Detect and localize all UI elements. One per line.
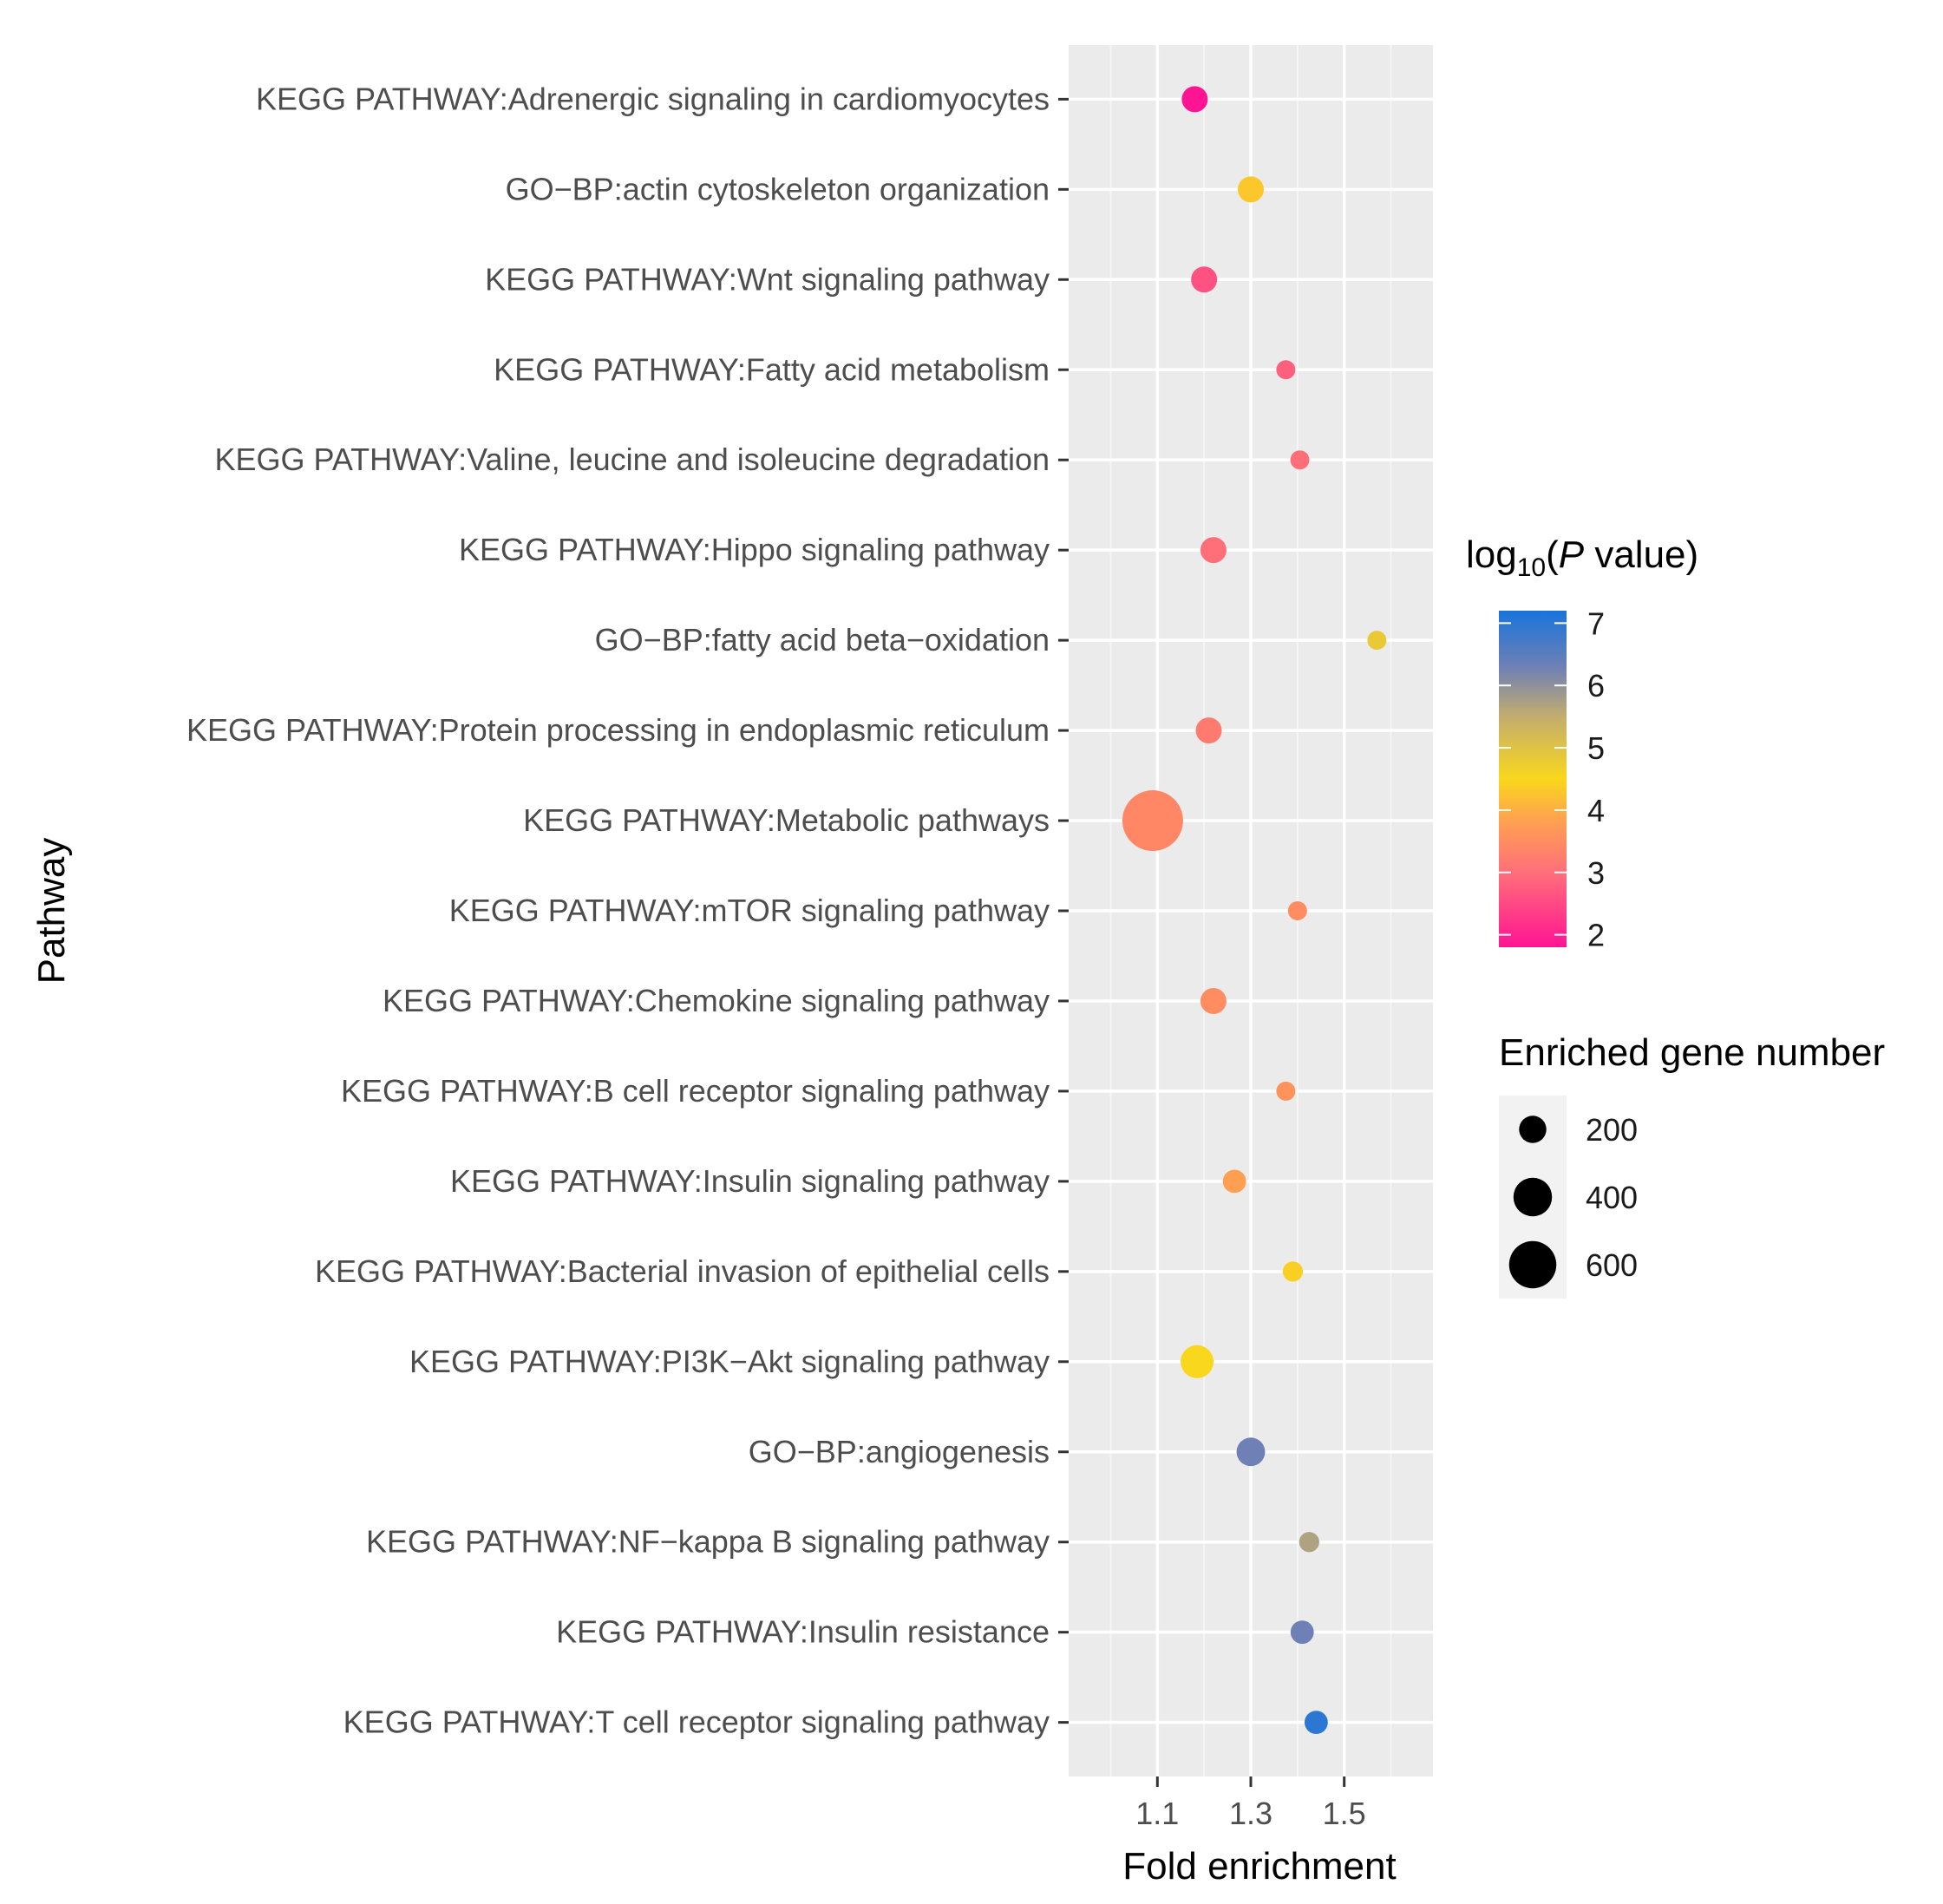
x-tick-label: 1.1 <box>1135 1796 1179 1831</box>
data-point <box>1287 901 1307 920</box>
size-legend: Enriched gene number 200 400 600 <box>1499 1031 1885 1299</box>
y-tick-label: KEGG PATHWAY:NF−kappa B signaling pathwa… <box>366 1524 1050 1560</box>
y-tick-label: KEGG PATHWAY:mTOR signaling pathway <box>449 893 1050 928</box>
data-point <box>1282 1261 1304 1282</box>
data-point <box>1299 1532 1319 1553</box>
color-bar-tick-label: 5 <box>1587 730 1605 766</box>
y-tick-label: KEGG PATHWAY:Adrenergic signaling in car… <box>256 81 1050 116</box>
size-legend-title: Enriched gene number <box>1499 1031 1885 1074</box>
y-tick-label: KEGG PATHWAY:Hippo signaling pathway <box>459 532 1050 567</box>
y-tick-label: KEGG PATHWAY:B cell receptor signaling p… <box>341 1073 1050 1109</box>
data-point <box>1276 1081 1296 1101</box>
data-points <box>1122 86 1387 1735</box>
y-tick-label: KEGG PATHWAY:PI3K−Akt signaling pathway <box>409 1344 1050 1379</box>
data-point <box>1290 1620 1314 1645</box>
y-axis-title: Pathway <box>30 838 73 985</box>
color-legend-title-sub: 10 <box>1517 553 1546 582</box>
grid-major <box>1069 45 1433 1776</box>
x-axis-ticks <box>1155 1776 1346 1787</box>
y-tick-label: KEGG PATHWAY:Metabolic pathways <box>523 802 1050 838</box>
y-tick-label: KEGG PATHWAY:Insulin signaling pathway <box>450 1163 1050 1199</box>
color-bar-ticks: 7 6 5 4 3 2 <box>1499 605 1605 953</box>
y-tick-label: GO−BP:angiogenesis <box>749 1434 1050 1469</box>
x-axis-labels: 1.1 1.3 1.5 <box>1135 1796 1365 1831</box>
color-legend-title-log: log <box>1466 533 1517 576</box>
data-point <box>1276 360 1296 380</box>
data-point <box>1367 631 1387 651</box>
data-point <box>1290 450 1310 470</box>
y-tick-label: KEGG PATHWAY:Fatty acid metabolism <box>494 351 1050 387</box>
y-tick-label: KEGG PATHWAY:Bacterial invasion of epith… <box>315 1253 1050 1289</box>
data-point <box>1200 987 1227 1014</box>
color-legend-title: log10(P value) <box>1466 533 1698 582</box>
color-bar-tick-label: 7 <box>1587 605 1605 641</box>
color-bar-tick-label: 4 <box>1587 793 1605 828</box>
color-legend: log10(P value) 7 6 5 4 3 2 <box>1466 533 1698 953</box>
y-tick-label: KEGG PATHWAY:T cell receptor signaling p… <box>343 1704 1050 1740</box>
data-point <box>1236 1437 1266 1467</box>
y-tick-label: GO−BP:fatty acid beta−oxidation <box>595 622 1050 658</box>
color-bar-tick-label: 6 <box>1587 668 1605 703</box>
color-bar-tick-label: 3 <box>1587 855 1605 891</box>
x-tick-label: 1.5 <box>1323 1796 1366 1831</box>
size-legend-circle <box>1519 1116 1547 1143</box>
y-tick-label: KEGG PATHWAY:Insulin resistance <box>556 1614 1050 1650</box>
color-legend-title-rest: value) <box>1584 533 1698 576</box>
color-legend-title-open: ( <box>1546 533 1559 576</box>
x-axis-title: Fold enrichment <box>1122 1845 1396 1888</box>
color-bar <box>1499 611 1567 947</box>
y-axis-labels: KEGG PATHWAY:Adrenergic signaling in car… <box>186 81 1050 1739</box>
size-legend-label: 400 <box>1586 1180 1638 1215</box>
data-point <box>1237 176 1265 203</box>
data-point <box>1181 86 1208 113</box>
data-point <box>1122 790 1183 852</box>
size-legend-circle <box>1508 1240 1557 1289</box>
y-axis-ticks <box>1058 97 1069 1724</box>
y-tick-label: GO−BP:actin cytoskeleton organization <box>506 171 1050 206</box>
size-legend-entries: 200 400 600 <box>1499 1096 1638 1299</box>
color-legend-title-p: P <box>1559 533 1585 576</box>
y-tick-label: KEGG PATHWAY:Valine, leucine and isoleuc… <box>214 442 1050 477</box>
data-point <box>1304 1711 1328 1735</box>
data-point <box>1195 717 1222 744</box>
x-tick-label: 1.3 <box>1229 1796 1272 1831</box>
y-tick-label: KEGG PATHWAY:Chemokine signaling pathway <box>383 983 1050 1018</box>
data-point <box>1181 1345 1214 1378</box>
data-point <box>1222 1169 1246 1194</box>
size-legend-label: 600 <box>1586 1247 1638 1283</box>
color-bar-tick-label: 2 <box>1587 918 1605 953</box>
data-point <box>1200 537 1227 564</box>
data-point <box>1191 266 1218 293</box>
y-tick-label: KEGG PATHWAY:Protein processing in endop… <box>186 712 1050 748</box>
y-tick-label: KEGG PATHWAY:Wnt signaling pathway <box>485 261 1050 297</box>
size-legend-label: 200 <box>1586 1112 1638 1148</box>
size-legend-circle <box>1513 1177 1553 1217</box>
